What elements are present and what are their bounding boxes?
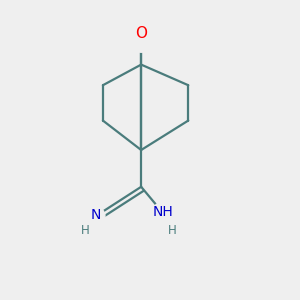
Text: O: O [135, 26, 147, 41]
Circle shape [131, 33, 151, 52]
Text: N: N [90, 208, 101, 222]
Text: NH: NH [153, 205, 174, 219]
Circle shape [152, 202, 174, 224]
Circle shape [86, 207, 105, 226]
Text: H: H [168, 224, 176, 238]
Text: H: H [81, 224, 90, 238]
